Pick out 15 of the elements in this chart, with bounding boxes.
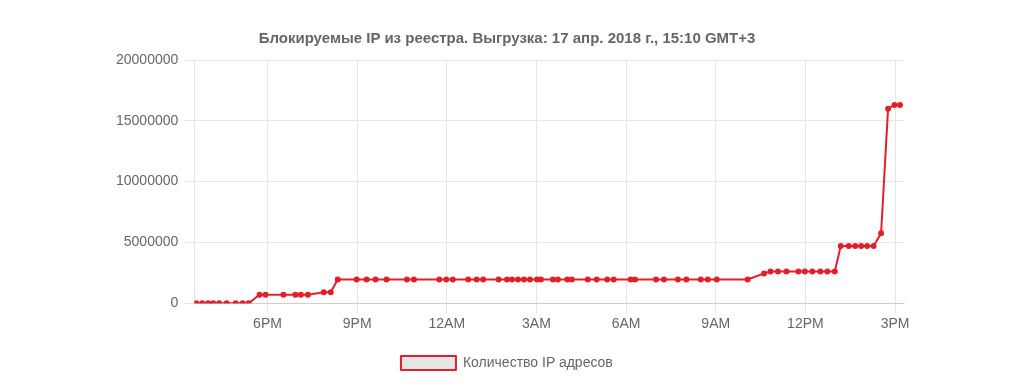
- x-tick-label: 9PM: [342, 315, 372, 332]
- x-tick-label: 3PM: [880, 315, 910, 332]
- x-tick-label: 12AM: [428, 315, 466, 332]
- y-tick-label: 0: [170, 294, 179, 311]
- x-tick-label: 3AM: [522, 315, 551, 332]
- x-tick-label: 6PM: [253, 315, 282, 332]
- y-tick-label: 15000000: [115, 111, 179, 128]
- x-tick-label: 12PM: [787, 315, 824, 332]
- x-tick-label: 6AM: [611, 315, 641, 332]
- y-tick-label: 20000000: [115, 50, 179, 67]
- chart-title: Блокируемые IP из реестра. Выгрузка: 17 апр. 2018 г., 15:10 GMT+3: [258, 29, 756, 47]
- y-tick-label: 10000000: [115, 172, 179, 189]
- y-tick-label: 5000000: [123, 233, 179, 250]
- legend-label: Количество IP адресов: [462, 353, 613, 370]
- x-tick-label: 9AM: [701, 315, 731, 332]
